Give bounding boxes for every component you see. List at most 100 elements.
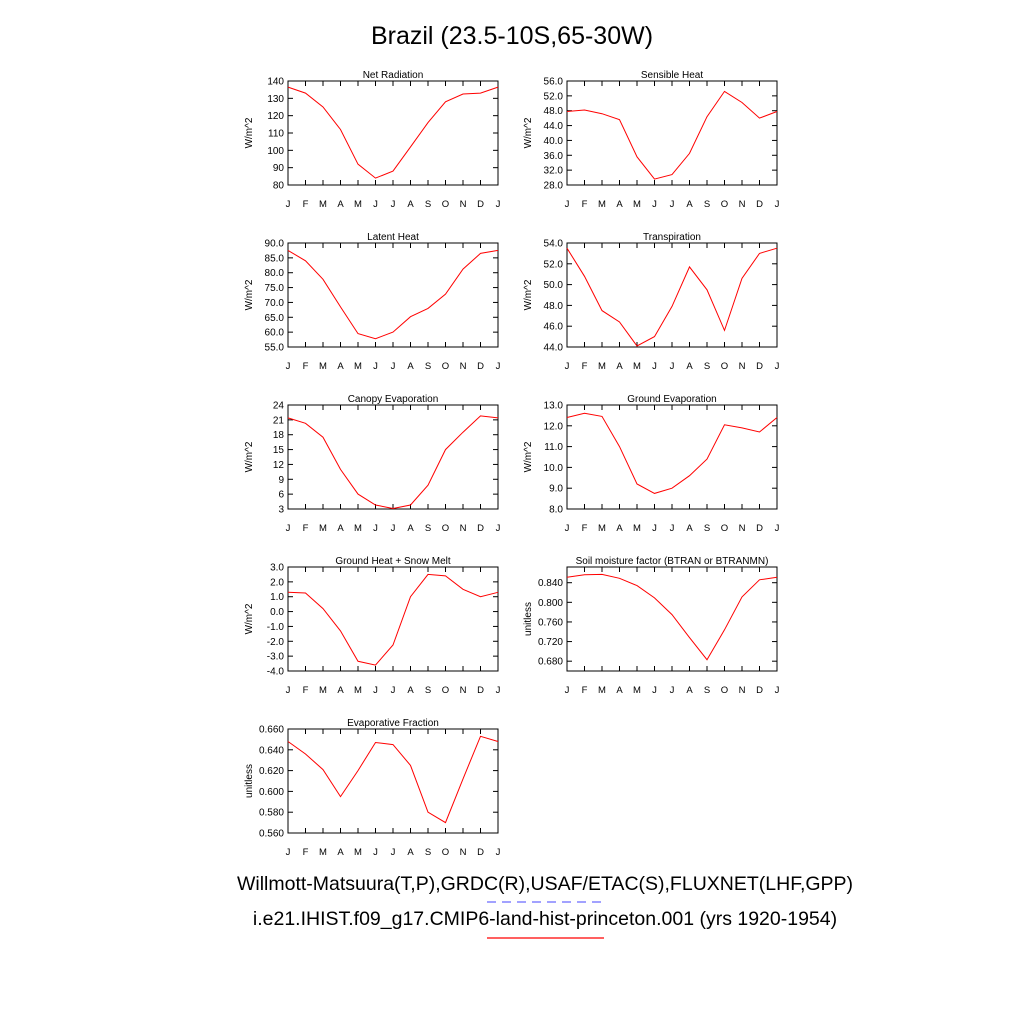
x-tick-label: J (565, 361, 570, 372)
x-tick-label: F (582, 685, 588, 696)
y-tick-label: 52.0 (544, 259, 564, 270)
y-tick-label: 0.580 (259, 808, 284, 819)
x-tick-label: J (565, 199, 570, 210)
x-tick-label: M (598, 361, 606, 372)
x-tick-label: D (477, 199, 484, 210)
y-tick-label: 48.0 (544, 301, 564, 312)
y-tick-label: 85.0 (265, 253, 285, 264)
x-tick-label: J (373, 847, 378, 858)
x-tick-label: N (460, 847, 467, 858)
x-tick-label: O (442, 847, 449, 858)
x-tick-label: N (460, 685, 467, 696)
y-axis-label: W/m^2 (523, 279, 534, 310)
y-axis-label: W/m^2 (244, 279, 255, 310)
x-tick-label: J (652, 199, 657, 210)
y-tick-label: 54.0 (544, 239, 564, 250)
y-axis-label: W/m^2 (244, 441, 255, 472)
x-tick-label: J (652, 361, 657, 372)
x-tick-label: M (319, 685, 327, 696)
x-tick-label: M (319, 847, 327, 858)
x-tick-label: A (686, 199, 693, 210)
series-line-model (287, 735, 499, 824)
x-tick-label: A (686, 523, 693, 534)
series-line-model (566, 90, 778, 180)
figure-title: Brazil (23.5-10S,65-30W) (371, 22, 653, 50)
x-tick-label: J (391, 199, 396, 210)
y-tick-label: 0.600 (259, 787, 284, 798)
panel-title: Ground Heat + Snow Melt (335, 556, 451, 567)
y-tick-label: 46.0 (544, 322, 564, 333)
y-tick-label: 13.0 (544, 401, 564, 412)
y-tick-label: 0.720 (538, 637, 563, 648)
y-tick-label: 3 (278, 505, 284, 516)
x-tick-label: A (337, 847, 344, 858)
y-tick-label: 32.0 (544, 166, 564, 177)
x-tick-label: M (633, 523, 641, 534)
series-line-model (287, 415, 499, 510)
panel-6: Ground Heat + Snow Melt W/m^2 -4.0 -3.0 -2.0… (244, 556, 501, 696)
x-tick-label: S (704, 685, 710, 696)
legend-line-model: i.e21.IHIST.f09_g17.CMIP6-land-hist-prin… (253, 908, 837, 930)
x-tick-label: J (652, 685, 657, 696)
y-tick-label: 0.0 (270, 607, 284, 618)
y-tick-label: 8.0 (549, 505, 563, 516)
x-tick-label: O (442, 523, 449, 534)
x-tick-label: F (303, 361, 309, 372)
x-tick-label: J (652, 523, 657, 534)
y-tick-label: 80 (273, 181, 285, 192)
plot-frame (287, 242, 499, 348)
y-tick-label: 120 (267, 111, 284, 122)
y-tick-label: 52.0 (544, 91, 564, 102)
x-tick-label: A (407, 361, 414, 372)
x-tick-label: J (775, 685, 780, 696)
panel-title: Canopy Evaporation (348, 394, 439, 405)
y-tick-label: 0.640 (259, 745, 284, 756)
y-tick-label: -2.0 (267, 637, 285, 648)
x-tick-label: J (670, 523, 675, 534)
x-tick-label: J (286, 361, 291, 372)
panel-3: Transpiration W/m^2 44.0 46.0 48.0 50.0 52.0 54… (523, 232, 780, 372)
x-tick-label: M (354, 685, 362, 696)
y-tick-label: 11.0 (544, 442, 563, 453)
x-tick-label: S (425, 685, 431, 696)
y-tick-label: 0.620 (259, 766, 284, 777)
x-tick-label: D (756, 523, 763, 534)
x-tick-label: J (286, 199, 291, 210)
x-tick-label: A (616, 685, 623, 696)
y-tick-label: 15 (273, 445, 285, 456)
y-tick-label: 55.0 (265, 343, 285, 354)
x-tick-label: J (496, 361, 501, 372)
y-tick-label: 90.0 (265, 239, 285, 250)
x-tick-label: J (391, 847, 396, 858)
panel-2: Latent Heat W/m^2 55.0 60.0 65.0 70.0 75.0 80.0… (244, 232, 501, 372)
x-tick-label: F (582, 523, 588, 534)
x-tick-label: F (303, 847, 309, 858)
series-line-model (566, 573, 778, 661)
y-tick-label: -4.0 (267, 667, 285, 678)
y-tick-label: 44.0 (544, 121, 564, 132)
y-axis-label: unitless (523, 602, 534, 636)
x-tick-label: A (686, 361, 693, 372)
x-tick-label: A (407, 847, 414, 858)
y-tick-label: 24 (273, 401, 285, 412)
x-tick-label: J (373, 361, 378, 372)
x-tick-label: A (407, 199, 414, 210)
y-tick-label: 90 (273, 163, 285, 174)
y-tick-label: 9 (278, 475, 284, 486)
x-tick-label: J (670, 685, 675, 696)
x-tick-label: M (354, 199, 362, 210)
y-axis-label: W/m^2 (523, 117, 534, 148)
plot-frame (287, 80, 499, 186)
x-tick-label: J (670, 199, 675, 210)
x-tick-label: J (391, 361, 396, 372)
x-tick-label: A (686, 685, 693, 696)
x-tick-label: N (739, 361, 746, 372)
x-tick-label: O (721, 685, 728, 696)
y-tick-label: 0.680 (538, 657, 563, 668)
x-tick-label: N (739, 685, 746, 696)
series-line-model (287, 86, 499, 179)
x-tick-label: J (565, 523, 570, 534)
